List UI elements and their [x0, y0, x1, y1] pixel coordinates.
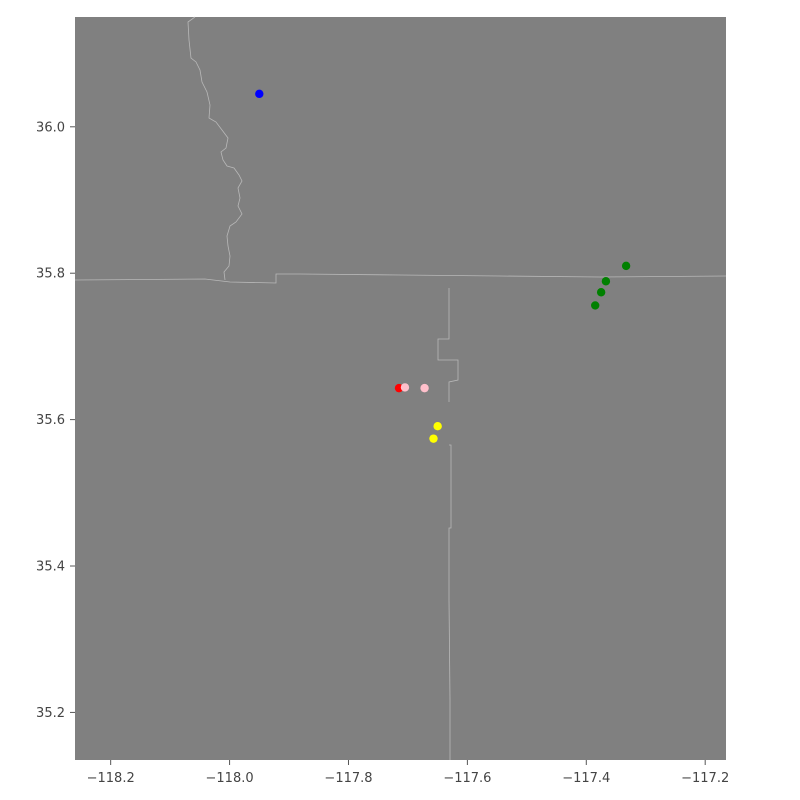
x-tick-label: −118.0 [206, 771, 254, 786]
point-s2-1 [621, 261, 631, 271]
x-tick-label: −117.2 [681, 771, 729, 786]
point-s4-1 [400, 383, 410, 392]
y-tick-label: 35.4 [36, 560, 65, 575]
x-tick-label: −117.6 [443, 771, 491, 786]
point-s4-2 [420, 383, 429, 393]
y-tick-label: 35.6 [36, 413, 65, 428]
point-s1-1 [255, 89, 264, 99]
point-s2-4 [591, 301, 600, 310]
x-tick-label: −117.8 [324, 771, 372, 786]
boundary-line-2 [74, 273, 727, 284]
x-tick-label: −118.2 [87, 771, 135, 786]
y-tick-label: 35.2 [36, 706, 65, 721]
boundary-line-4 [448, 444, 452, 760]
region-boundaries [74, 16, 727, 760]
point-s5-2 [429, 434, 438, 443]
point-s5-1 [433, 421, 442, 431]
data-points [255, 89, 631, 443]
x-axis: −118.2 −118.0 −117.8 −117.6 −117.4 −117.2 [87, 760, 729, 786]
boundary-line-1 [187, 16, 243, 281]
x-tick-label: −117.4 [562, 771, 610, 786]
boundary-line-3 [437, 288, 459, 402]
point-s2-2 [601, 277, 611, 286]
y-axis: 35.2 35.4 35.6 35.8 36.0 [36, 120, 75, 721]
point-s2-3 [596, 288, 606, 297]
y-tick-label: 36.0 [36, 120, 65, 135]
y-tick-label: 35.8 [36, 267, 65, 282]
